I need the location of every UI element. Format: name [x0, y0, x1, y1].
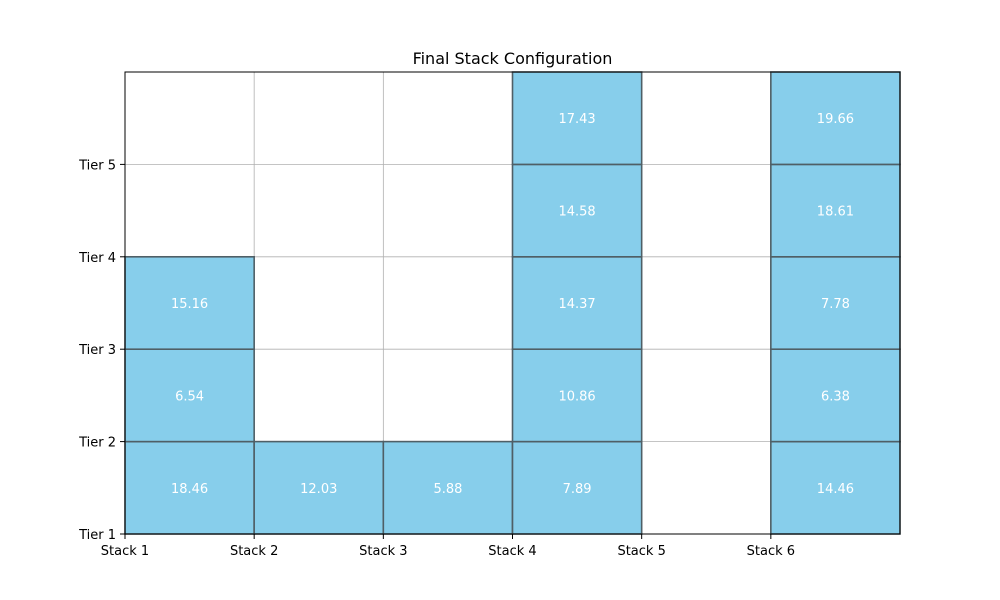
block-value-label: 18.46: [171, 482, 208, 497]
stack-block: [124, 440, 255, 535]
x-tick-label: Stack 1: [101, 544, 149, 559]
block-value-label: 14.37: [558, 297, 595, 312]
y-tick-label: Tier 2: [78, 436, 116, 451]
x-tick-label: Stack 4: [488, 544, 536, 559]
block-value-label: 7.78: [821, 297, 850, 312]
stack-block: [770, 348, 901, 443]
y-tick-label: Tier 4: [78, 251, 116, 266]
block-value-label: 12.03: [300, 482, 337, 497]
block-value-label: 18.61: [817, 205, 854, 220]
stack-block: [770, 440, 901, 535]
stack-block: [511, 255, 643, 350]
y-tick-label: Tier 1: [78, 528, 116, 543]
y-tick-label: Tier 5: [78, 158, 116, 173]
stack-block: [124, 255, 255, 350]
block-value-label: 10.86: [558, 389, 595, 404]
block-value-label: 6.38: [821, 389, 850, 404]
axes: Stack 1 Stack 2 Stack 3 Stack 4 Stack 5 Stack…: [78, 71, 901, 559]
x-tick-label: Stack 6: [747, 544, 795, 559]
stack-block: [511, 71, 643, 166]
block-value-label: 19.66: [817, 112, 854, 127]
block-value-label: 14.58: [558, 205, 595, 220]
block-value-label: 6.54: [175, 389, 204, 404]
block-value-label: 7.89: [563, 482, 592, 497]
stack-block: [770, 71, 901, 166]
y-tick-label: Tier 3: [78, 343, 116, 358]
stack-block: [382, 440, 514, 535]
x-tick-label: Stack 3: [359, 544, 407, 559]
x-tick-label: Stack 2: [230, 544, 278, 559]
block-value-label: 17.43: [558, 112, 595, 127]
stack-block: [511, 348, 643, 443]
stack-block: [511, 163, 643, 258]
block-value-label: 15.16: [171, 297, 208, 312]
block-value-label: 14.46: [817, 482, 854, 497]
x-tick-label: Stack 5: [617, 544, 665, 559]
stack-blocks: 18.46 6.54 15.16 12.03 5.88 7.89 10.86 14.37 14.…: [124, 71, 901, 535]
chart-title: Final Stack Configuration: [413, 49, 613, 68]
block-value-label: 5.88: [433, 482, 462, 497]
